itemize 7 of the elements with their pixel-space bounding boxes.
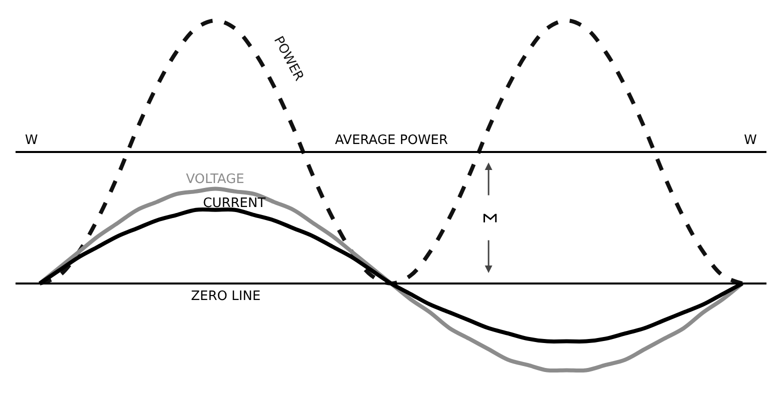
- ref-line-label: AVERAGE POWER: [335, 133, 448, 148]
- annotation: W: [25, 133, 38, 148]
- ref-line-label: ZERO LINE: [191, 289, 261, 304]
- series-label: VOLTAGE: [186, 172, 244, 187]
- annotation: Σ: [478, 212, 500, 224]
- series-label: CURRENT: [203, 196, 266, 211]
- annotation: W: [744, 133, 757, 148]
